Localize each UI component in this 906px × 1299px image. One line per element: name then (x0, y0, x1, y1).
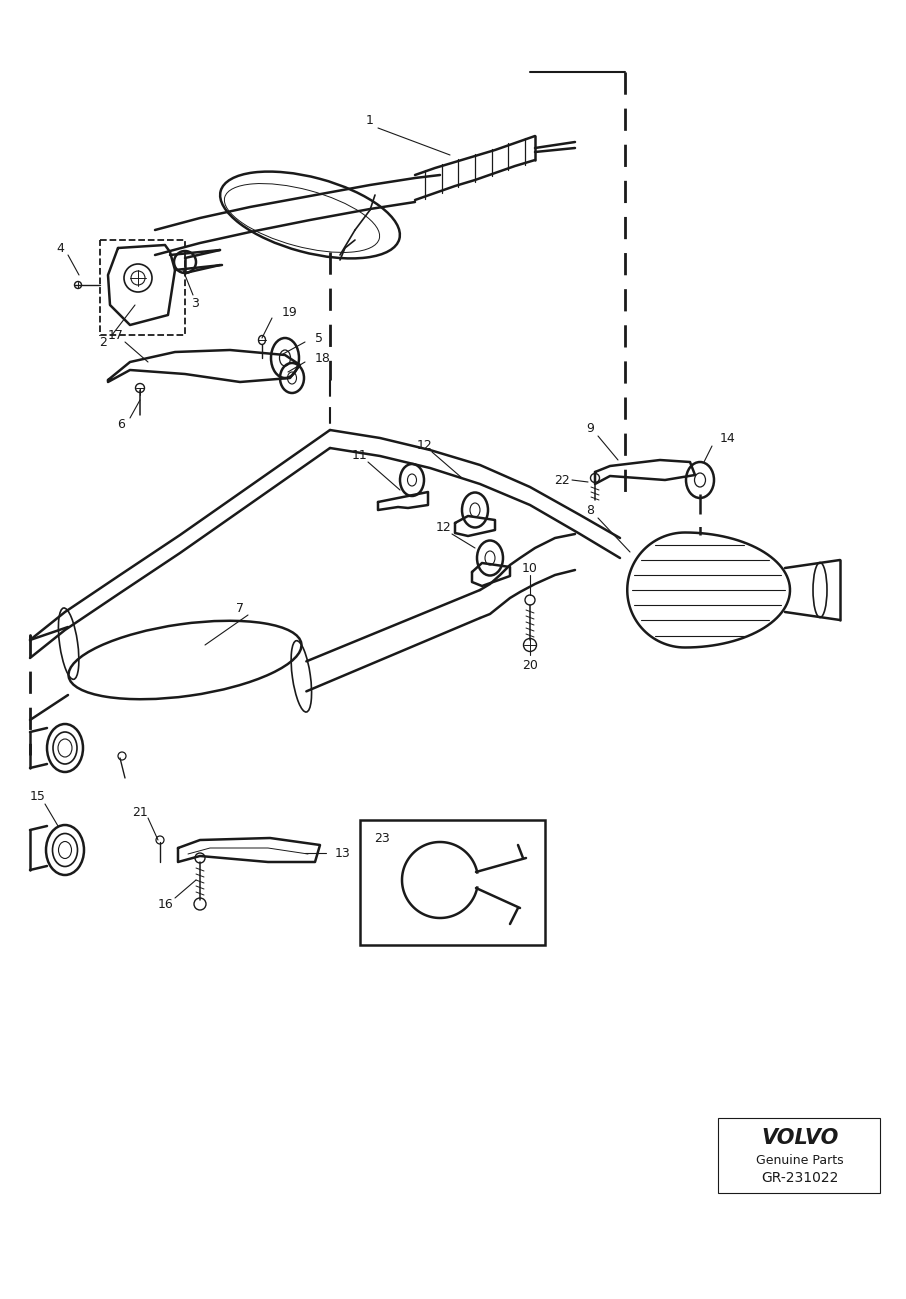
Text: 18: 18 (315, 352, 331, 365)
Text: 13: 13 (335, 847, 351, 860)
Text: VOLVO: VOLVO (761, 1128, 839, 1148)
Text: 2: 2 (99, 335, 107, 348)
Text: 7: 7 (236, 601, 244, 614)
Text: 5: 5 (315, 331, 323, 344)
Bar (360, 820, 545, 944)
Text: 16: 16 (159, 898, 174, 911)
Text: 17: 17 (108, 329, 124, 342)
Text: 20: 20 (522, 659, 538, 672)
Text: 19: 19 (282, 305, 298, 318)
Text: 22: 22 (554, 474, 570, 487)
Bar (718, 1118, 880, 1192)
Text: 15: 15 (30, 790, 46, 803)
Text: 12: 12 (436, 521, 452, 534)
Bar (100, 240, 185, 335)
Text: 6: 6 (117, 417, 125, 430)
Text: 8: 8 (586, 504, 594, 517)
Text: 12: 12 (417, 439, 433, 452)
Text: GR-231022: GR-231022 (761, 1170, 839, 1185)
Text: 11: 11 (352, 448, 368, 461)
Text: 10: 10 (522, 561, 538, 574)
Text: Genuine Parts: Genuine Parts (757, 1154, 843, 1167)
Text: 9: 9 (586, 421, 594, 434)
Text: 4: 4 (56, 242, 64, 255)
Text: 3: 3 (191, 296, 199, 309)
Text: 14: 14 (720, 431, 736, 444)
Text: 23: 23 (374, 831, 390, 844)
Text: 1: 1 (366, 113, 374, 126)
Text: 21: 21 (132, 805, 148, 818)
